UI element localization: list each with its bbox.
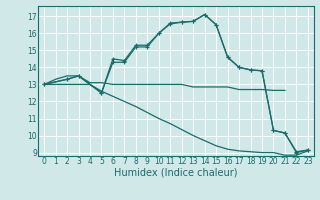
X-axis label: Humidex (Indice chaleur): Humidex (Indice chaleur): [114, 168, 238, 178]
